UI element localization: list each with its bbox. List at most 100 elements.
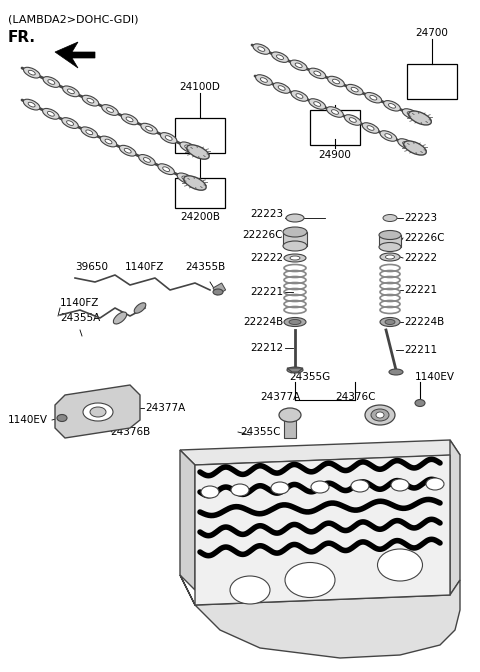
- Ellipse shape: [426, 478, 444, 490]
- Bar: [213, 283, 226, 295]
- Ellipse shape: [185, 145, 192, 150]
- Ellipse shape: [385, 319, 395, 325]
- Ellipse shape: [184, 176, 206, 190]
- Ellipse shape: [24, 67, 40, 78]
- Polygon shape: [195, 455, 450, 605]
- Ellipse shape: [62, 118, 78, 128]
- Ellipse shape: [398, 138, 415, 149]
- Ellipse shape: [385, 134, 392, 138]
- Ellipse shape: [385, 255, 395, 259]
- Ellipse shape: [327, 77, 345, 87]
- Text: 22224B: 22224B: [404, 317, 444, 327]
- Ellipse shape: [272, 52, 288, 62]
- Ellipse shape: [326, 107, 343, 118]
- Ellipse shape: [43, 77, 60, 87]
- Ellipse shape: [284, 254, 306, 262]
- Ellipse shape: [62, 86, 79, 97]
- Polygon shape: [180, 575, 460, 658]
- Text: 39650: 39650: [75, 262, 108, 272]
- Ellipse shape: [160, 132, 177, 143]
- Ellipse shape: [86, 130, 93, 134]
- Ellipse shape: [408, 111, 432, 125]
- Ellipse shape: [163, 167, 169, 171]
- Ellipse shape: [113, 312, 127, 324]
- Ellipse shape: [309, 68, 326, 79]
- Ellipse shape: [28, 102, 35, 107]
- Ellipse shape: [165, 136, 172, 140]
- Ellipse shape: [284, 317, 306, 327]
- Ellipse shape: [383, 214, 397, 222]
- Ellipse shape: [403, 142, 409, 146]
- Ellipse shape: [24, 99, 40, 110]
- Ellipse shape: [402, 109, 419, 119]
- Ellipse shape: [145, 126, 153, 131]
- Ellipse shape: [102, 105, 118, 116]
- Text: 24355A: 24355A: [60, 313, 100, 323]
- Text: 24355C: 24355C: [240, 427, 280, 437]
- Text: 24200B: 24200B: [180, 212, 220, 222]
- Text: 24355G: 24355G: [289, 372, 331, 382]
- Ellipse shape: [365, 93, 382, 103]
- Ellipse shape: [139, 155, 155, 165]
- Ellipse shape: [48, 80, 55, 85]
- Ellipse shape: [258, 47, 265, 51]
- Ellipse shape: [415, 399, 425, 407]
- Ellipse shape: [126, 117, 133, 122]
- Ellipse shape: [370, 95, 377, 100]
- Ellipse shape: [120, 145, 136, 156]
- Text: 1140FZ: 1140FZ: [60, 298, 99, 308]
- Text: 1140EV: 1140EV: [8, 415, 48, 425]
- Ellipse shape: [255, 75, 272, 85]
- Ellipse shape: [377, 549, 422, 581]
- Ellipse shape: [87, 98, 94, 103]
- Text: 24700: 24700: [416, 28, 448, 38]
- Ellipse shape: [57, 415, 67, 421]
- Ellipse shape: [278, 86, 285, 90]
- Ellipse shape: [351, 480, 369, 492]
- Text: 22226C: 22226C: [404, 233, 444, 243]
- Ellipse shape: [231, 484, 249, 496]
- Ellipse shape: [180, 142, 196, 153]
- Text: 22226C: 22226C: [242, 230, 283, 240]
- Text: 22222: 22222: [250, 253, 283, 263]
- Bar: [175, 178, 225, 208]
- Ellipse shape: [177, 173, 194, 183]
- Text: 24355B: 24355B: [185, 262, 225, 272]
- Ellipse shape: [260, 78, 267, 82]
- Ellipse shape: [286, 214, 304, 222]
- Ellipse shape: [271, 482, 289, 494]
- Ellipse shape: [201, 486, 219, 498]
- Ellipse shape: [158, 164, 174, 175]
- Ellipse shape: [81, 127, 97, 138]
- Ellipse shape: [314, 71, 321, 76]
- Ellipse shape: [376, 412, 384, 418]
- Polygon shape: [55, 385, 140, 438]
- Ellipse shape: [371, 409, 389, 421]
- Ellipse shape: [144, 158, 150, 162]
- Ellipse shape: [391, 479, 409, 491]
- Ellipse shape: [283, 227, 307, 237]
- Ellipse shape: [285, 562, 335, 597]
- Ellipse shape: [296, 93, 303, 98]
- Ellipse shape: [311, 481, 329, 493]
- Bar: [283, 232, 307, 246]
- Ellipse shape: [379, 243, 401, 251]
- Ellipse shape: [230, 576, 270, 604]
- Text: 24376B: 24376B: [110, 427, 150, 437]
- Polygon shape: [55, 42, 95, 68]
- Ellipse shape: [332, 110, 338, 114]
- Ellipse shape: [213, 289, 223, 295]
- Ellipse shape: [28, 71, 35, 75]
- Ellipse shape: [105, 139, 112, 144]
- Text: 1140EV: 1140EV: [415, 372, 455, 382]
- Ellipse shape: [314, 101, 321, 106]
- Ellipse shape: [344, 115, 361, 125]
- Text: 24377A: 24377A: [260, 392, 300, 402]
- Text: 22222: 22222: [404, 253, 437, 263]
- Bar: [379, 235, 401, 247]
- Ellipse shape: [43, 108, 59, 119]
- Ellipse shape: [90, 407, 106, 417]
- Text: 22212: 22212: [250, 343, 283, 353]
- Polygon shape: [287, 368, 303, 372]
- Ellipse shape: [367, 126, 374, 130]
